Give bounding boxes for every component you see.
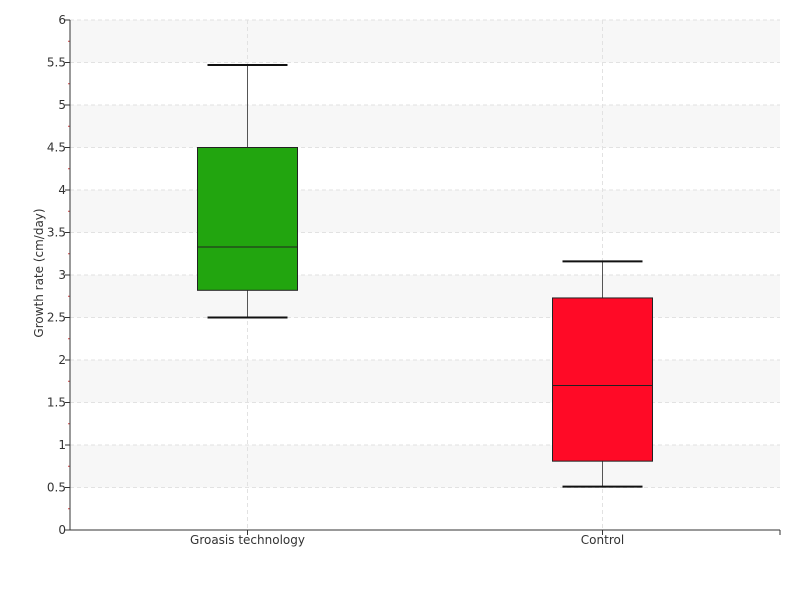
background-band [70,275,780,318]
box-body [552,297,653,462]
y-tick-label: 3 [58,268,66,282]
y-axis-title: Growth rate (cm/day) [32,208,46,337]
y-tick-label: 5.5 [47,56,66,70]
y-tick-label: 2 [58,353,66,367]
background-bands [70,20,780,488]
y-tick-label: 4.5 [47,141,66,155]
y-tick-label: 5 [58,98,66,112]
background-band [70,360,780,403]
tick-labels: 0 0.5 1 1.5 2 2.5 3 3.5 4 4.5 5 5.5 6 Groasis technol… [47,13,624,547]
y-tick-label: 0.5 [47,481,66,495]
y-tick-label: 6 [58,13,66,27]
y-tick-label: 1 [58,438,66,452]
box-body [197,147,298,291]
background-band [70,20,780,63]
background-band [70,105,780,148]
y-tick-label: 2.5 [47,311,66,325]
y-tick-label: 4 [58,183,66,197]
x-tick-label: Groasis technology [190,533,305,547]
y-tick-label: 1.5 [47,396,66,410]
y-tick-label: 0 [58,523,66,537]
box-group [552,260,653,488]
background-band [70,445,780,488]
boxes [197,64,653,488]
y-tick-label: 3.5 [47,226,66,240]
box-group [197,64,298,319]
x-tick-label: Control [581,533,624,547]
background-band [70,190,780,233]
axes [65,19,781,535]
